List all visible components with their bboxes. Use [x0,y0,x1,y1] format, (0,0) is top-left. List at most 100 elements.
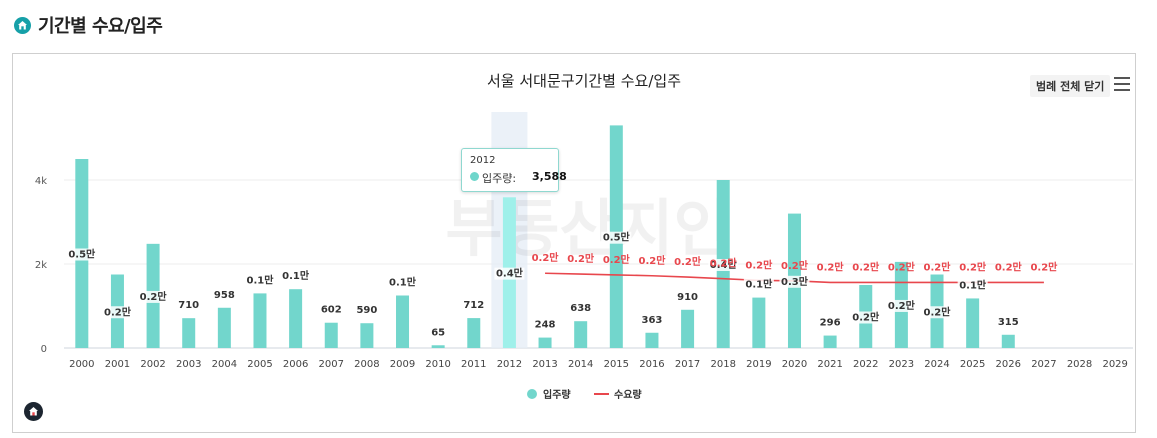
bar-value-label: 0.1만 [745,278,773,291]
bar-value-label-bg [212,288,237,301]
x-tick-label: 2016 [639,359,664,370]
x-tick-label: 2025 [960,359,985,370]
legend-supply-label: 입주량 [543,388,571,401]
bar-value-label: 0.2만 [888,299,916,312]
bar-supply-2025 [966,298,980,348]
x-tick-label: 2015 [604,359,629,370]
demand-value-label: 0.2만 [888,260,916,273]
bar-supply-2017 [681,309,695,348]
demand-value-label: 0.2만 [959,260,987,273]
x-tick-label: 2017 [675,359,700,370]
bar-supply-2004 [217,307,231,348]
demand-value-label: 0.2만 [817,260,845,273]
x-tick-label: 2007 [319,359,344,370]
x-tick-label: 2023 [889,359,914,370]
bar-value-label-bg [601,231,632,244]
x-tick-label: 2011 [461,359,486,370]
bar-supply-2013 [538,337,552,348]
demand-value-label: 0.2만 [924,260,952,273]
x-tick-label: 2003 [176,359,201,370]
bar-supply-2011 [467,318,481,348]
bar-value-label: 0.2만 [852,311,880,324]
x-tick-label: 2001 [105,359,130,370]
x-tick-label: 2022 [853,359,878,370]
bar-value-label-bg [280,270,311,283]
x-tick-label: 2021 [817,359,842,370]
x-tick-label: 2006 [283,359,308,370]
bar-value-label: 296 [820,318,841,329]
bar-supply-2006 [289,289,303,348]
section-title: 기간별 수요/입주 [38,16,163,37]
demand-value-label: 0.2만 [710,257,738,270]
x-tick-label: 2019 [746,359,771,370]
x-tick-label: 2028 [1067,359,1092,370]
x-tick-label: 2000 [69,359,94,370]
bar-value-label: 910 [677,292,698,303]
x-tick-label: 2010 [425,359,450,370]
bar-value-label-bg [675,290,700,303]
demand-value-label: 0.2만 [567,252,595,265]
bar-supply-2026 [1001,334,1015,348]
x-tick-label: 2020 [782,359,807,370]
bar-value-label: 602 [321,305,342,316]
y-tick-label: 4k [35,176,47,187]
bar-supply-2003 [182,318,196,348]
y-tick-label: 0 [41,344,47,355]
demand-value-label: 0.2만 [995,260,1023,273]
bar-value-label: 315 [998,317,1019,328]
bar-value-label-bg [568,302,593,315]
x-tick-label: 2024 [924,359,949,370]
demand-value-label: 0.2만 [603,253,631,266]
bar-value-label-bg [779,275,810,288]
bar-value-label-bg [387,276,418,289]
bar-value-label: 638 [570,303,591,314]
bar-value-label-bg [102,306,133,319]
bar-value-label-bg [533,318,557,331]
bar-value-label: 0.5만 [603,231,631,244]
bar-value-label: 0.4만 [710,258,738,271]
bar-supply-2014 [574,321,588,348]
bar-value-label-bg [818,316,842,329]
x-tick-label: 2012 [497,359,522,370]
bar-value-label-bg [957,279,988,292]
bar-value-label-bg [922,306,953,319]
bar-value-label-bg [429,326,447,339]
bar-value-label: 0.5만 [68,248,96,261]
bar-value-label: 0.2만 [140,290,168,303]
watermark: 부동산지인 [445,192,730,265]
demand-value-label: 0.2만 [638,254,666,267]
hamburger-menu-icon[interactable] [1114,77,1130,91]
bar-value-label-bg [462,299,486,312]
legend-toggle-button[interactable]: 범례 전체 닫기 [1030,75,1111,97]
bar-supply-2008 [360,323,374,348]
bar-value-label: 0.3만 [781,275,809,288]
x-tick-label: 2027 [1031,359,1056,370]
x-tick-label: 2013 [532,359,557,370]
bar-value-label-bg [743,278,774,291]
bar-value-label: 710 [178,300,199,311]
home-icon [14,16,31,34]
demand-value-label: 0.2만 [1030,260,1058,273]
bar-value-label: 0.2만 [104,305,132,318]
bar-value-label: 590 [356,305,377,316]
bar-value-label-bg [138,290,169,303]
bar-value-label: 0.2만 [924,305,952,318]
demand-value-label: 0.2만 [674,255,702,268]
bar-value-label: 958 [214,290,235,301]
x-tick-label: 2005 [247,359,272,370]
demand-value-label: 0.2만 [852,260,880,273]
bar-value-label-bg [244,274,275,287]
demand-value-label: 0.2만 [745,258,773,271]
bar-value-label-bg [494,267,525,280]
bar-value-label: 712 [463,300,484,311]
bar-value-label-bg [708,259,739,271]
tooltip-year: 2012 [470,155,496,166]
chart-title: 서울 서대문구기간별 수요/입주 [487,72,681,90]
demand-value-label: 0.2만 [532,251,560,264]
demand-value-label: 0.2만 [781,259,809,272]
chart-frame [12,53,1136,433]
bar-value-label-bg [640,313,664,326]
y-tick-label: 2k [35,260,47,271]
bar-value-label: 0.1만 [247,273,275,286]
